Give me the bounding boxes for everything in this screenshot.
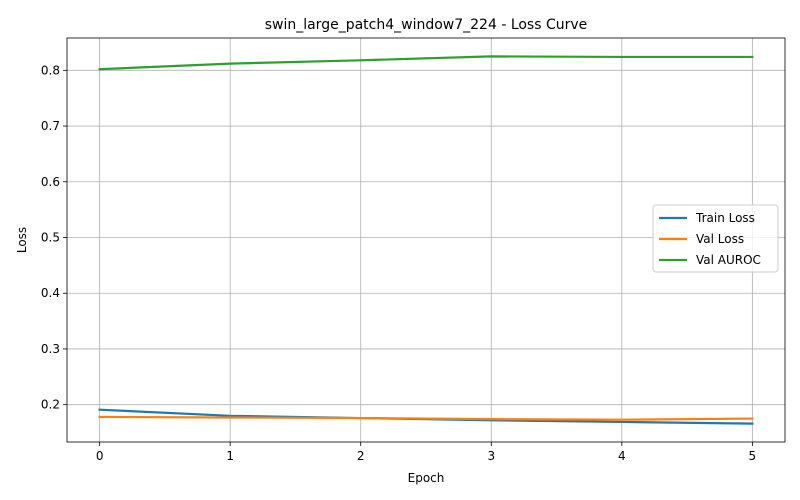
y-axis-label: Loss — [15, 227, 29, 253]
legend-box — [652, 204, 779, 273]
y-tick-label: 0.2 — [41, 398, 60, 412]
y-tick-label: 0.8 — [41, 63, 60, 77]
legend: Train Loss Val Loss Val AUROC — [652, 204, 779, 273]
y-tick-label: 0.5 — [41, 230, 60, 244]
series-line-val-loss — [98, 415, 754, 421]
legend-label: Val Loss — [696, 232, 744, 246]
y-tick-label: 0.7 — [41, 119, 60, 133]
x-tick-label: 3 — [487, 449, 495, 463]
x-tick-label: 5 — [749, 449, 757, 463]
x-tick-label: 1 — [226, 449, 234, 463]
y-tick-label: 0.4 — [41, 286, 60, 300]
plot-frame — [66, 37, 786, 443]
x-tick-label: 2 — [357, 449, 365, 463]
legend-label: Train Loss — [695, 211, 755, 225]
x-tick-label: 4 — [618, 449, 626, 463]
x-axis-label: Epoch — [408, 471, 445, 485]
series-line-val-auroc — [98, 55, 754, 71]
series-layer — [98, 55, 754, 425]
x-axis-ticks: 0 1 2 3 4 5 — [96, 442, 756, 463]
y-axis-ticks: 0.2 0.3 0.4 0.5 0.6 0.7 0.8 — [41, 63, 67, 412]
y-tick-label: 0.3 — [41, 342, 60, 356]
y-tick-label: 0.6 — [41, 175, 60, 189]
chart-title: swin_large_patch4_window7_224 - Loss Cur… — [265, 17, 588, 33]
x-tick-label: 0 — [96, 449, 104, 463]
legend-label: Val AUROC — [696, 253, 761, 267]
